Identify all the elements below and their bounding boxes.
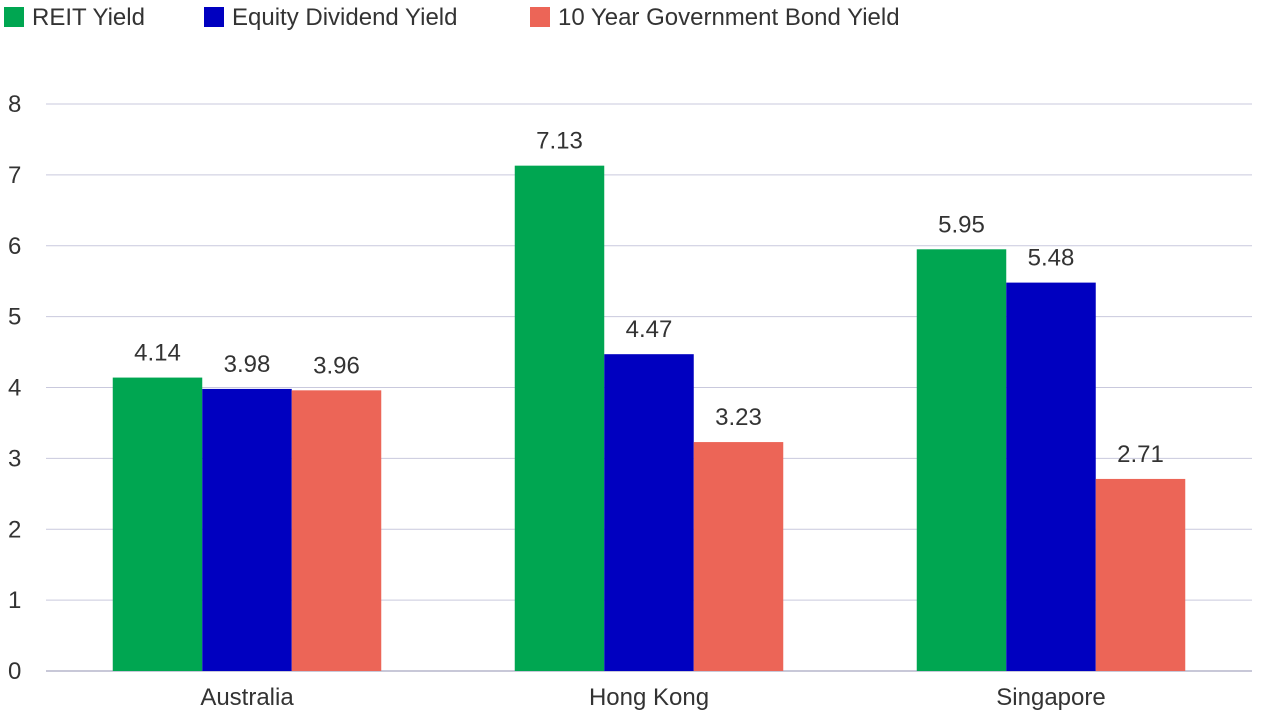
- bar-australia-reit-yield: [112, 377, 203, 671]
- y-axis: 0 1 2 3 4 5 6 7 8: [8, 91, 21, 685]
- data-label-singapore-equity-dividend-yield: 5.48: [1028, 245, 1075, 272]
- data-label-australia-equity-dividend-yield: 3.98: [224, 351, 271, 378]
- legend-item-10-year-government-bond-yield: 10 Year Government Bond Yield: [530, 4, 900, 31]
- legend-swatch-10-year-government-bond-yield: [530, 7, 550, 27]
- y-tick-label-1: 1: [8, 587, 21, 614]
- y-tick-label-5: 5: [8, 304, 21, 331]
- data-label-hong-kong-10-year-government-bond-yield: 3.23: [715, 404, 762, 431]
- data-label-hong-kong-reit-yield: 7.13: [536, 128, 583, 155]
- legend-label-10-year-government-bond-yield: 10 Year Government Bond Yield: [558, 4, 900, 31]
- y-tick-label-8: 8: [8, 91, 21, 118]
- x-tick-label-singapore: Singapore: [996, 684, 1105, 711]
- legend-item-reit-yield: REIT Yield: [4, 4, 145, 31]
- x-tick-label-australia: Australia: [200, 684, 294, 711]
- x-tick-label-hong-kong: Hong Kong: [589, 684, 709, 711]
- y-tick-label-7: 7: [8, 162, 21, 189]
- bar-australia-10-year-government-bond-yield: [291, 390, 382, 671]
- legend-label-reit-yield: REIT Yield: [32, 4, 145, 31]
- data-label-singapore-10-year-government-bond-yield: 2.71: [1117, 441, 1164, 468]
- bar-hong-kong-equity-dividend-yield: [604, 354, 694, 671]
- y-tick-label-6: 6: [8, 233, 21, 260]
- chart-legend: REIT Yield Equity Dividend Yield 10 Year G…: [4, 4, 900, 31]
- chart-bars: [112, 165, 1186, 671]
- bar-singapore-equity-dividend-yield: [1006, 282, 1096, 671]
- bar-singapore-10-year-government-bond-yield: [1095, 478, 1186, 671]
- legend-swatch-equity-dividend-yield: [204, 7, 224, 27]
- data-label-australia-10-year-government-bond-yield: 3.96: [313, 352, 360, 379]
- bar-hong-kong-10-year-government-bond-yield: [693, 442, 784, 671]
- data-label-singapore-reit-yield: 5.95: [938, 211, 985, 238]
- data-label-australia-reit-yield: 4.14: [134, 340, 181, 367]
- bar-australia-equity-dividend-yield: [202, 388, 292, 671]
- data-label-hong-kong-equity-dividend-yield: 4.47: [626, 316, 673, 343]
- y-tick-label-0: 0: [8, 658, 21, 685]
- bar-singapore-reit-yield: [916, 249, 1007, 671]
- x-axis: Australia Hong Kong Singapore: [200, 684, 1105, 711]
- y-tick-label-2: 2: [8, 516, 21, 543]
- data-labels: 4.14 3.98 3.96 7.13 4.47 3.23 5.95 5.48 2.71: [134, 128, 1164, 468]
- y-tick-label-4: 4: [8, 375, 21, 402]
- legend-swatch-reit-yield: [4, 7, 24, 27]
- bar-hong-kong-reit-yield: [514, 165, 605, 671]
- legend-item-equity-dividend-yield: Equity Dividend Yield: [204, 4, 457, 31]
- legend-label-equity-dividend-yield: Equity Dividend Yield: [232, 4, 457, 31]
- y-tick-label-3: 3: [8, 445, 21, 472]
